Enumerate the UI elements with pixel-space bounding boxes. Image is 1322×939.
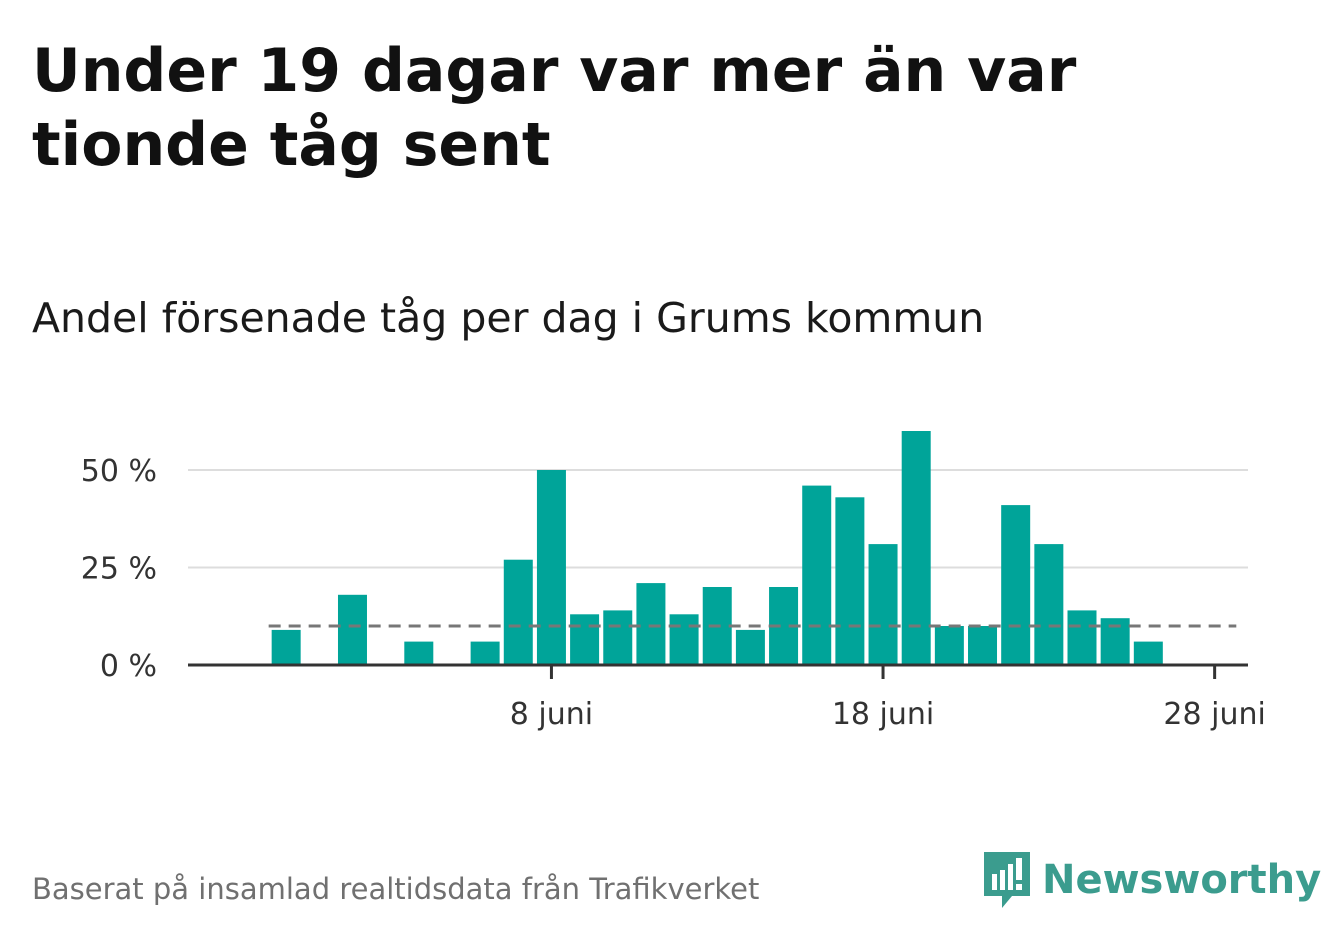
bar bbox=[934, 626, 964, 665]
bar-chart: 0 % 25 % 50 % 8 juni 18 juni 28 juni bbox=[81, 431, 1266, 732]
newsworthy-logo-text: Newsworthy bbox=[1042, 857, 1322, 903]
bar bbox=[835, 497, 865, 665]
x-ticks: 8 juni 18 juni 28 juni bbox=[510, 665, 1266, 732]
bar bbox=[1001, 505, 1031, 665]
newsworthy-logo: Newsworthy bbox=[982, 850, 1321, 910]
x-tick-label: 18 juni bbox=[832, 697, 934, 732]
y-tick-label: 0 % bbox=[100, 649, 157, 684]
source-note: Baserat på insamlad realtidsdata från Tr… bbox=[32, 872, 760, 906]
y-tick-label: 50 % bbox=[81, 454, 157, 489]
bar bbox=[404, 641, 434, 665]
bar bbox=[802, 485, 832, 665]
chart-title: Under 19 dagar var mer än var tionde tåg… bbox=[32, 36, 1077, 180]
bar bbox=[1133, 641, 1163, 665]
chart-subtitle: Andel försenade tåg per dag i Grums komm… bbox=[32, 294, 985, 342]
bar bbox=[1067, 610, 1097, 665]
bar bbox=[271, 629, 301, 665]
bar bbox=[570, 614, 600, 665]
bar bbox=[735, 629, 765, 665]
bar bbox=[968, 626, 998, 665]
bar bbox=[337, 594, 367, 665]
bar bbox=[470, 641, 500, 665]
bar bbox=[536, 470, 566, 665]
bar bbox=[1034, 544, 1064, 665]
y-tick-labels: 0 % 25 % 50 % bbox=[81, 454, 157, 684]
x-tick-label: 8 juni bbox=[510, 697, 593, 732]
gridlines bbox=[188, 469, 1248, 569]
bar bbox=[669, 614, 699, 665]
bars bbox=[271, 431, 1163, 665]
x-tick-label: 28 juni bbox=[1163, 697, 1265, 732]
bar bbox=[901, 431, 931, 665]
bar bbox=[636, 583, 666, 665]
bar bbox=[603, 610, 633, 665]
bar bbox=[868, 544, 898, 665]
newsworthy-logo-icon bbox=[984, 852, 1030, 908]
bar bbox=[503, 559, 533, 665]
y-tick-label: 25 % bbox=[81, 552, 157, 587]
